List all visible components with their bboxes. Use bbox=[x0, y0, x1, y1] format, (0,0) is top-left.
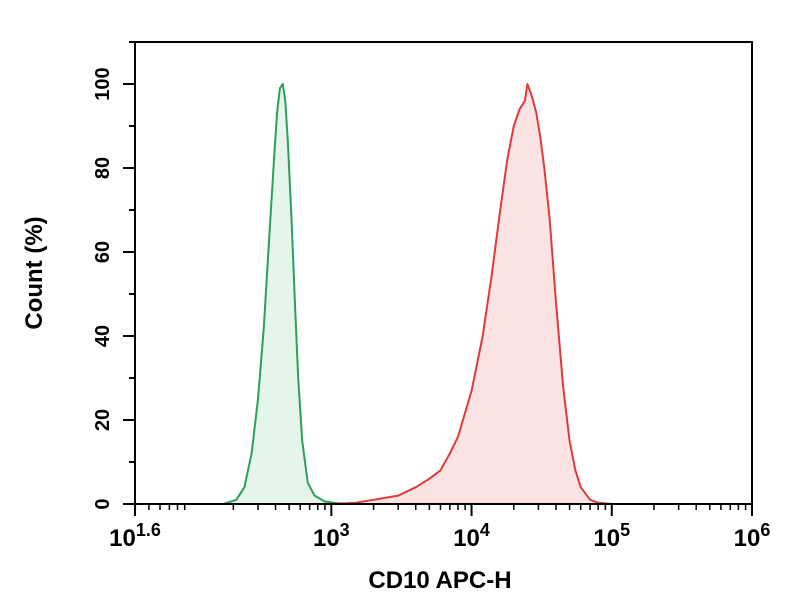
y-tick-label-20: 20 bbox=[92, 409, 114, 431]
x-axis-label: CD10 APC-H bbox=[368, 567, 511, 594]
x-tick-label-0: 101.6 bbox=[109, 520, 161, 552]
series-layer bbox=[223, 83, 612, 505]
series-2-line bbox=[331, 83, 612, 505]
y-tick-label-100: 100 bbox=[92, 67, 114, 100]
series-1-area bbox=[223, 84, 356, 504]
series-1-line bbox=[223, 83, 357, 505]
series-2-area bbox=[331, 84, 612, 504]
ticks-layer: 0 20 40 60 80 100 101.6 103 104 105 106 bbox=[92, 41, 771, 552]
x-tick-label-2: 104 bbox=[453, 520, 490, 552]
x-tick-label-4: 106 bbox=[734, 520, 771, 552]
y-tick-label-80: 80 bbox=[92, 157, 114, 179]
x-tick-label-1: 103 bbox=[313, 520, 350, 552]
plot-frame bbox=[134, 41, 753, 505]
y-axis-label: Count (%) bbox=[21, 216, 48, 329]
y-tick-label-40: 40 bbox=[92, 325, 114, 347]
y-tick-label-0: 0 bbox=[92, 498, 114, 509]
y-tick-label-60: 60 bbox=[92, 241, 114, 263]
x-tick-label-3: 105 bbox=[593, 520, 630, 552]
